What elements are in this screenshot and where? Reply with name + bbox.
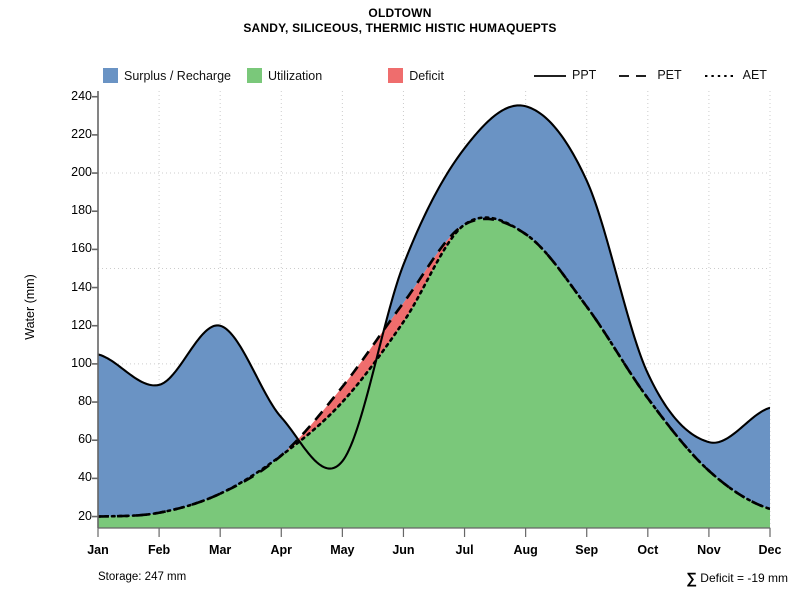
y-tick-220: 220: [71, 126, 92, 141]
y-tick-120: 120: [71, 317, 92, 332]
y-tick-100: 100: [71, 355, 92, 370]
y-tick-60: 60: [78, 432, 92, 447]
legend-label-utilization: Utilization: [268, 68, 323, 83]
y-tick-240: 240: [71, 88, 92, 103]
chart-subtitle: SANDY, SILICEOUS, THERMIC HISTIC HUMAQUE…: [243, 21, 557, 35]
deficit-annotation: ∑ Deficit = -19 mm: [686, 570, 788, 587]
x-tick-feb: Feb: [147, 543, 171, 557]
surplus-swatch-icon: [103, 68, 118, 83]
aet-curve: [98, 216, 770, 518]
y-tick-200: 200: [71, 165, 92, 180]
x-tick-oct: Oct: [637, 543, 659, 557]
y-axis-tick-labels: 20 40 60 80 100 120 140 160 180 200 220 240: [56, 0, 92, 600]
y-tick-180: 180: [71, 203, 92, 218]
deficit-annotation-text: Deficit = -19 mm: [696, 571, 788, 585]
x-tick-jan: Jan: [87, 543, 109, 557]
x-tick-sep: Sep: [575, 543, 599, 557]
y-tick-20: 20: [78, 508, 92, 523]
page-title: OLDTOWN: [368, 6, 432, 20]
dashed-line-icon: [618, 69, 652, 81]
sigma-icon: ∑: [686, 570, 697, 587]
x-tick-nov: Nov: [697, 543, 721, 557]
utilization-swatch-icon: [247, 68, 263, 83]
dotted-line-icon: [704, 69, 738, 81]
legend-label-deficit: Deficit: [409, 68, 444, 83]
surplus-area-0: [98, 325, 297, 517]
chart-title-block: OLDTOWN SANDY, SILICEOUS, THERMIC HISTIC…: [0, 6, 800, 36]
x-tick-apr: Apr: [270, 543, 293, 557]
x-tick-jun: Jun: [392, 543, 415, 557]
legend-item-pet: PET: [618, 68, 682, 82]
y-tick-40: 40: [78, 470, 92, 485]
storage-annotation: Storage: 247 mm: [98, 571, 187, 583]
legend-item-aet: AET: [704, 68, 767, 82]
ppt-curve: [98, 104, 770, 470]
legend-item-surplus: Surplus / Recharge: [103, 68, 231, 83]
surplus-area-1: [384, 105, 770, 509]
x-tick-jul: Jul: [455, 543, 474, 557]
legend-item-utilization: Utilization: [247, 68, 322, 83]
utilization-area: [98, 217, 770, 528]
x-tick-mar: Mar: [209, 543, 232, 557]
x-tick-aug: Aug: [513, 543, 538, 557]
y-tick-160: 160: [71, 241, 92, 256]
y-tick-80: 80: [78, 394, 92, 409]
deficit-swatch-icon: [388, 68, 404, 83]
legend-item-ppt: PPT: [533, 68, 596, 82]
legend-label-ppt: PPT: [572, 68, 597, 82]
legend-label-pet: PET: [657, 68, 682, 82]
x-tick-may: May: [330, 543, 355, 557]
solid-line-icon: [533, 69, 567, 81]
legend-line-group: PPT PET AET: [533, 68, 767, 82]
legend-label-surplus: Surplus / Recharge: [124, 68, 232, 83]
legend-fill-group: Surplus / Recharge Utilization Deficit: [103, 68, 444, 83]
legend-item-deficit: Deficit: [388, 68, 444, 83]
x-tick-dec: Dec: [758, 543, 782, 557]
legend-label-aet: AET: [742, 68, 767, 82]
y-tick-140: 140: [71, 279, 92, 294]
